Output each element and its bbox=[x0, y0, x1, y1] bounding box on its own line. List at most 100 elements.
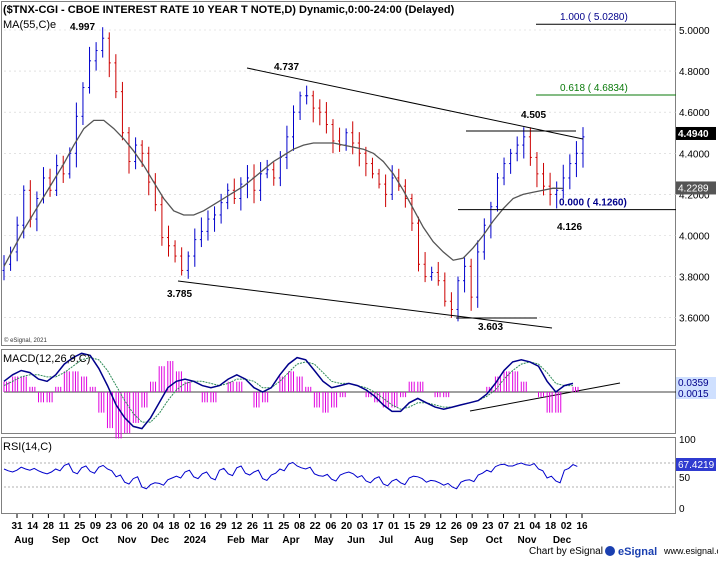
day-tick-label: 20 bbox=[341, 521, 353, 532]
month-label: Sep bbox=[52, 535, 70, 546]
day-tick-label: 23 bbox=[482, 521, 494, 532]
rsi-value-text: 67.4219 bbox=[678, 460, 715, 471]
month-label: May bbox=[314, 535, 334, 546]
month-label: Jun bbox=[347, 535, 365, 546]
price-panel-frame bbox=[1, 1, 676, 346]
price-tick-label: 3.8000 bbox=[679, 273, 710, 284]
macd-label: MACD(12,26,9,C) bbox=[3, 353, 90, 365]
day-tick-label: 14 bbox=[27, 521, 39, 532]
price-tick-label: 3.6000 bbox=[679, 314, 710, 325]
panel-frames bbox=[1, 1, 676, 514]
trendlines bbox=[177, 67, 621, 412]
day-tick-label: 02 bbox=[184, 521, 196, 532]
day-tick-label: 20 bbox=[137, 521, 149, 532]
day-tick-label: 03 bbox=[357, 521, 369, 532]
day-tick-label: 08 bbox=[294, 521, 306, 532]
rsi-value-tag bbox=[676, 458, 716, 471]
footer-url: www.esignal.com bbox=[663, 546, 718, 556]
day-tick-label: 06 bbox=[325, 521, 337, 532]
esignal-logo: eSignal bbox=[605, 546, 657, 558]
macd-signal-tag bbox=[676, 388, 716, 399]
grid-lines bbox=[4, 29, 676, 319]
ma-line bbox=[3, 119, 564, 267]
day-tick-label: 29 bbox=[215, 521, 227, 532]
month-label: Feb bbox=[227, 535, 245, 546]
day-tick-label: 15 bbox=[404, 521, 416, 532]
price-tick-label: 4.4000 bbox=[679, 149, 710, 160]
month-label: Sep bbox=[450, 535, 468, 546]
ma-value-tag bbox=[676, 181, 716, 195]
macd-value-text: 0.0359 bbox=[678, 378, 709, 389]
month-label: Oct bbox=[486, 535, 503, 546]
day-tick-label: 09 bbox=[467, 521, 479, 532]
month-label: Dec bbox=[151, 535, 170, 546]
day-tick-label: 12 bbox=[231, 521, 243, 532]
rsi-label: RSI(14,C) bbox=[3, 441, 52, 453]
rsi-tick-label: 0 bbox=[679, 504, 685, 515]
day-tick-label: 16 bbox=[200, 521, 212, 532]
day-tick-label: 21 bbox=[514, 521, 526, 532]
month-label: Nov bbox=[118, 535, 137, 546]
month-label: Oct bbox=[82, 535, 99, 546]
fib-label: 1.000 ( 5.0280) bbox=[560, 12, 628, 23]
macd-line bbox=[3, 352, 574, 430]
ma-indicator-label: MA(55,C)e bbox=[3, 19, 56, 31]
day-tick-label: 26 bbox=[247, 521, 259, 532]
month-label: Aug bbox=[414, 535, 433, 546]
day-tick-label: 07 bbox=[498, 521, 510, 532]
moving-average bbox=[3, 119, 564, 267]
day-tick-label: 01 bbox=[388, 521, 400, 532]
candlesticks bbox=[2, 27, 585, 322]
day-tick-label: 11 bbox=[263, 521, 274, 532]
price-annotation: 3.785 bbox=[167, 289, 192, 300]
rsi-tick-label: 100 bbox=[679, 435, 696, 446]
price-tick-label: 4.6000 bbox=[679, 108, 710, 119]
month-label: Nov bbox=[518, 535, 537, 546]
price-axis: 5.0000 4.8000 4.6000 4.4000 4.2000 4.0000 3.80… bbox=[679, 26, 710, 325]
fib-label: 0.618 ( 4.6834) bbox=[560, 83, 628, 94]
day-tick-label: 02 bbox=[561, 521, 573, 532]
day-tick-label: 17 bbox=[372, 521, 384, 532]
month-label: Apr bbox=[282, 535, 299, 546]
day-tick-label: 23 bbox=[106, 521, 118, 532]
month-label: Dec bbox=[553, 535, 572, 546]
price-annotation: 4.505 bbox=[521, 110, 546, 121]
day-tick-label: 04 bbox=[153, 521, 165, 532]
macd-value-tag bbox=[676, 377, 716, 388]
macd-panel-frame bbox=[1, 349, 676, 434]
fib-label: 0.000 ( 4.1260) bbox=[559, 198, 627, 209]
day-tick-label: 12 bbox=[435, 521, 447, 532]
last-price-tag bbox=[676, 126, 716, 140]
lower-channel-line bbox=[177, 280, 553, 329]
day-tick-label: 25 bbox=[74, 521, 86, 532]
month-label: 2024 bbox=[184, 535, 207, 546]
price-tick-label: 4.0000 bbox=[679, 232, 710, 243]
chart-title: ($TNX-CGI - CBOE INTEREST RATE 10 YEAR T… bbox=[3, 4, 455, 16]
day-tick-label: 28 bbox=[43, 521, 55, 532]
upper-channel-line bbox=[246, 67, 584, 140]
price-annotation: 4.737 bbox=[274, 62, 299, 73]
copyright-text: © eSignal, 2021 bbox=[4, 337, 47, 344]
price-tick-label: 4.8000 bbox=[679, 67, 710, 78]
esignal-logo-text: eSignal bbox=[618, 546, 657, 558]
day-tick-label: 09 bbox=[90, 521, 102, 532]
fibonacci-levels: 1.000 ( 5.0280) 0.618 ( 4.6834) 0.000 ( 4.… bbox=[458, 12, 676, 211]
price-annotation: 4.997 bbox=[70, 22, 95, 33]
day-tick-label: 25 bbox=[278, 521, 290, 532]
rsi-panel-frame bbox=[1, 437, 676, 514]
macd-signal-text: 0.0015 bbox=[678, 389, 709, 400]
price-annotation: 3.603 bbox=[478, 322, 503, 333]
day-tick-label: 04 bbox=[529, 521, 541, 532]
day-tick-label: 18 bbox=[168, 521, 180, 532]
rsi-tick-label: 50 bbox=[679, 473, 691, 484]
day-tick-label: 26 bbox=[451, 521, 463, 532]
month-label: Mar bbox=[251, 535, 269, 546]
rsi-line bbox=[3, 461, 578, 490]
price-tick-label: 4.2000 bbox=[679, 190, 710, 201]
day-tick-label: 16 bbox=[576, 521, 588, 532]
day-tick-label: 31 bbox=[11, 521, 23, 532]
macd-trendline bbox=[469, 382, 621, 412]
price-annotation: 4.126 bbox=[557, 222, 582, 233]
footer-chart-by: Chart by eSignal bbox=[529, 546, 603, 557]
